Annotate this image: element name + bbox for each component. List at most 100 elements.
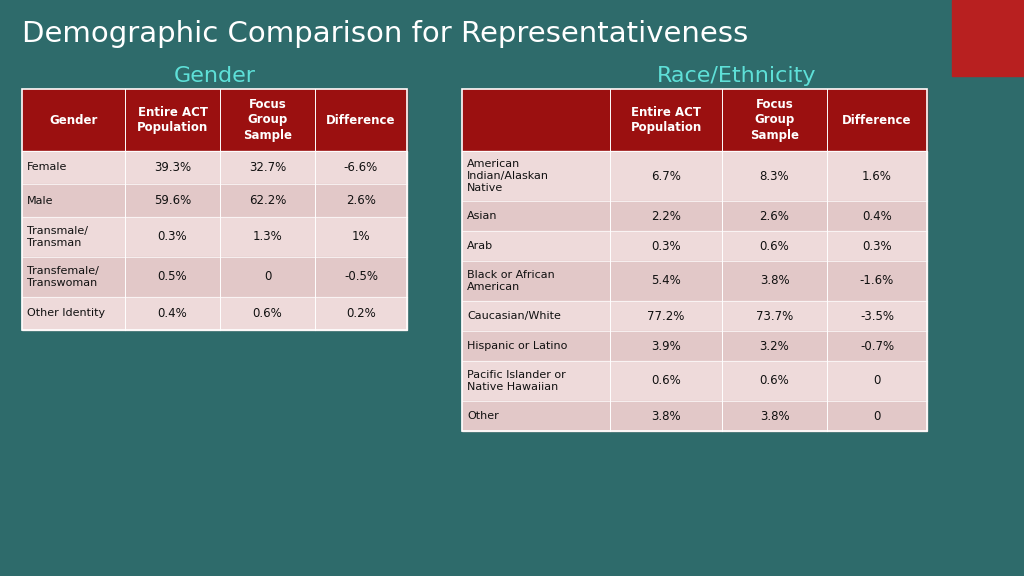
Bar: [610, 151, 722, 201]
Bar: [722, 361, 827, 401]
Bar: [315, 297, 407, 330]
Bar: [315, 151, 407, 184]
Text: Pacific Islander or
Native Hawaiian: Pacific Islander or Native Hawaiian: [467, 370, 565, 392]
Text: Hispanic or Latino: Hispanic or Latino: [467, 341, 567, 351]
Text: 2.6%: 2.6%: [760, 210, 790, 222]
Text: 2.2%: 2.2%: [651, 210, 681, 222]
Text: Black or African
American: Black or African American: [467, 270, 555, 292]
Bar: [462, 301, 610, 331]
Text: 0.4%: 0.4%: [862, 210, 892, 222]
Text: 39.3%: 39.3%: [154, 161, 191, 174]
Bar: [722, 331, 827, 361]
Bar: [610, 301, 722, 331]
Bar: [952, 0, 1024, 76]
Text: Entire ACT
Population: Entire ACT Population: [631, 106, 701, 134]
Bar: [722, 201, 827, 231]
Bar: [462, 261, 610, 301]
Bar: [610, 89, 722, 151]
Bar: [827, 201, 927, 231]
Text: 0.3%: 0.3%: [158, 230, 187, 244]
Text: 0.3%: 0.3%: [651, 240, 681, 252]
Text: 0.5%: 0.5%: [158, 271, 187, 283]
Text: 0.6%: 0.6%: [760, 374, 790, 388]
Text: 3.8%: 3.8%: [760, 410, 790, 423]
Text: -1.6%: -1.6%: [860, 275, 894, 287]
Bar: [610, 261, 722, 301]
Text: 62.2%: 62.2%: [249, 194, 286, 207]
Text: 0.6%: 0.6%: [253, 307, 283, 320]
Text: 0: 0: [873, 374, 881, 388]
Bar: [125, 184, 220, 217]
Bar: [827, 89, 927, 151]
Text: 3.9%: 3.9%: [651, 339, 681, 353]
Text: Transfemale/
Transwoman: Transfemale/ Transwoman: [27, 266, 99, 288]
Text: 1.3%: 1.3%: [253, 230, 283, 244]
Text: 8.3%: 8.3%: [760, 169, 790, 183]
Text: -6.6%: -6.6%: [344, 161, 378, 174]
Bar: [315, 217, 407, 257]
Bar: [462, 151, 610, 201]
Text: Arab: Arab: [467, 241, 494, 251]
Bar: [125, 151, 220, 184]
Bar: [610, 231, 722, 261]
Bar: [220, 89, 315, 151]
Text: 1.6%: 1.6%: [862, 169, 892, 183]
Text: 3.8%: 3.8%: [760, 275, 790, 287]
Text: 32.7%: 32.7%: [249, 161, 286, 174]
Bar: [462, 331, 610, 361]
Bar: [315, 184, 407, 217]
Text: 1%: 1%: [351, 230, 371, 244]
Text: -0.7%: -0.7%: [860, 339, 894, 353]
Text: Difference: Difference: [327, 113, 395, 127]
Text: 0.6%: 0.6%: [651, 374, 681, 388]
Text: Focus
Group
Sample: Focus Group Sample: [750, 98, 799, 142]
Bar: [610, 361, 722, 401]
Bar: [462, 89, 927, 431]
Text: 77.2%: 77.2%: [647, 309, 685, 323]
Bar: [722, 401, 827, 431]
Text: 0.2%: 0.2%: [346, 307, 376, 320]
Text: Other: Other: [467, 411, 499, 421]
Text: 3.2%: 3.2%: [760, 339, 790, 353]
Text: Transmale/
Transman: Transmale/ Transman: [27, 226, 88, 248]
Text: Entire ACT
Population: Entire ACT Population: [137, 106, 208, 134]
Bar: [125, 89, 220, 151]
Bar: [722, 89, 827, 151]
Bar: [125, 297, 220, 330]
Bar: [827, 401, 927, 431]
Bar: [610, 401, 722, 431]
Text: 3.8%: 3.8%: [651, 410, 681, 423]
Bar: [462, 361, 610, 401]
Text: 5.4%: 5.4%: [651, 275, 681, 287]
Text: 0: 0: [873, 410, 881, 423]
Bar: [22, 217, 125, 257]
Text: 59.6%: 59.6%: [154, 194, 191, 207]
Text: 6.7%: 6.7%: [651, 169, 681, 183]
Text: Female: Female: [27, 162, 68, 172]
Text: Race/Ethnicity: Race/Ethnicity: [657, 66, 817, 86]
Bar: [315, 89, 407, 151]
Bar: [722, 301, 827, 331]
Text: American
Indian/Alaskan
Native: American Indian/Alaskan Native: [467, 160, 549, 192]
Bar: [22, 297, 125, 330]
Bar: [22, 257, 125, 297]
Bar: [827, 361, 927, 401]
Bar: [827, 231, 927, 261]
Text: 0.6%: 0.6%: [760, 240, 790, 252]
Text: 73.7%: 73.7%: [756, 309, 794, 323]
Bar: [220, 151, 315, 184]
Text: Gender: Gender: [49, 113, 97, 127]
Bar: [125, 257, 220, 297]
Bar: [220, 184, 315, 217]
Bar: [125, 217, 220, 257]
Text: Gender: Gender: [174, 66, 256, 86]
Bar: [462, 89, 610, 151]
Bar: [462, 201, 610, 231]
Text: Male: Male: [27, 195, 53, 206]
Bar: [220, 217, 315, 257]
Bar: [220, 257, 315, 297]
Text: Difference: Difference: [843, 113, 911, 127]
Text: Other Identity: Other Identity: [27, 309, 105, 319]
Bar: [22, 89, 407, 330]
Bar: [722, 151, 827, 201]
